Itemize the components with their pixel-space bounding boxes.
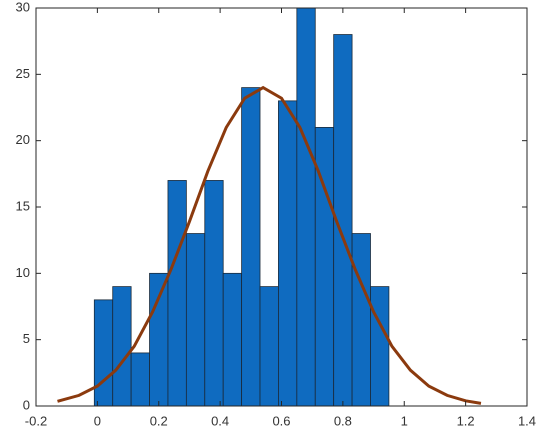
bar	[351, 233, 371, 407]
y-tick-label: 10	[16, 265, 30, 280]
bar	[259, 286, 279, 407]
bar	[93, 299, 114, 407]
bar	[222, 272, 243, 407]
bar	[370, 286, 390, 407]
y-tick-label: 0	[23, 397, 30, 412]
fit-curve	[57, 85, 482, 405]
bar	[296, 7, 316, 407]
bar	[149, 272, 169, 407]
x-tick-label: 1	[401, 413, 408, 428]
x-tick-label: 0	[94, 413, 101, 428]
y-tick-label: 30	[16, 0, 30, 14]
y-tick-label: 15	[16, 198, 30, 213]
bar	[204, 180, 224, 407]
x-tick-label: 1.2	[457, 413, 475, 428]
bar	[278, 100, 298, 407]
x-tick-label: 0.6	[272, 413, 290, 428]
y-tick-label: 20	[16, 132, 30, 147]
x-tick-label: 1.4	[518, 413, 536, 428]
x-tick-label: 0.2	[150, 413, 168, 428]
y-tick-label: 25	[16, 66, 30, 81]
x-tick-label: 0.4	[211, 413, 229, 428]
bar	[112, 286, 132, 407]
bar	[130, 352, 150, 407]
x-tick-label: -0.2	[25, 413, 47, 428]
x-tick-label: 0.8	[334, 413, 352, 428]
bar	[241, 87, 261, 407]
bar	[167, 180, 187, 407]
bar	[185, 233, 206, 407]
y-tick-label: 5	[23, 331, 30, 346]
